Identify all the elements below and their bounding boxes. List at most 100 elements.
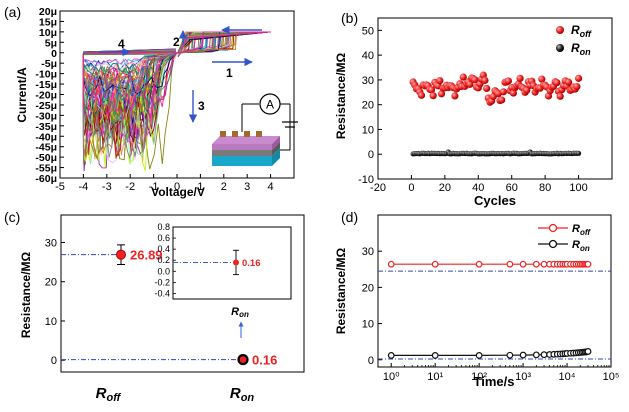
iv-curve [82, 52, 178, 96]
plot-frame-c [60, 214, 305, 373]
y-tick-label-inset: 0.6 [157, 233, 170, 243]
series-point-d [540, 260, 548, 268]
y-tick-label-a: -55μ [35, 163, 57, 175]
y-tick-label-b: -10 [358, 174, 374, 186]
y-tick-label-inset: 0.4 [157, 244, 170, 254]
legend-label-ron-d: Ron [572, 239, 590, 253]
x-tick-label-a: 0 [174, 181, 180, 193]
y-tick-label-a: -25μ [35, 100, 57, 112]
x-tick-label-a: 4 [268, 181, 274, 193]
sweep-step-4: 4 [118, 37, 125, 51]
series-point-d [506, 260, 514, 268]
x-tick-label-d: 10⁰ [383, 371, 400, 383]
roff-point [564, 78, 573, 86]
x-tick-label-a: -5 [55, 181, 65, 193]
series-point-d [431, 260, 439, 268]
x-tick-label-b: 100 [569, 182, 587, 194]
ticks-b: -20 0 20 40 60 80 100 -10 0 10 20 30 40 50 [358, 25, 588, 194]
panel-label-b: (b) [341, 10, 358, 26]
x-tick-label-a: -3 [102, 181, 112, 193]
y-tick-label-d: 20 [362, 282, 374, 294]
panel-a: (a) -5 -4 -3 -2 -1 0 1 2 3 4-60μ-55μ-50μ-45μ-40μ-… [4, 4, 298, 199]
x-tick-label-b: 80 [539, 182, 551, 194]
y-tick-label-a: 20μ [39, 6, 57, 18]
x-tick-label-b: 40 [472, 182, 484, 194]
y-tick-label-a: -35μ [35, 121, 57, 133]
y-tick-label-c: 20 [45, 277, 57, 289]
inset-frame [172, 226, 292, 300]
iv-curve [82, 52, 178, 156]
y-axis-label-c: Resistance/MΩ [19, 251, 33, 338]
series-point-d [540, 351, 548, 359]
y-tick-label-d: 10 [362, 319, 374, 331]
sweep-step-2: 2 [173, 35, 180, 49]
legend-marker-ron [556, 44, 564, 52]
y-axis-label-b: Resistance/MΩ [334, 52, 348, 139]
y-tick-label-b: 50 [362, 25, 374, 37]
series-point-d [475, 352, 483, 359]
series-point-d [506, 351, 514, 359]
x-tick-label-b: 20 [439, 182, 451, 194]
roff-point [498, 96, 506, 104]
y-tick-label-a: -40μ [35, 131, 57, 143]
roff-point [471, 76, 479, 84]
y-tick-label-a: -30μ [35, 110, 57, 122]
y-tick-label-a: 15μ [39, 16, 57, 28]
y-tick-label-c: 30 [45, 237, 57, 249]
y-tick-label-a: -60μ [35, 173, 57, 185]
legend-label-ron: Ron [571, 41, 591, 57]
value-label-c: 0.16 [252, 353, 277, 368]
series-point-d [475, 260, 483, 268]
iv-curve [82, 52, 178, 94]
roff-point [499, 88, 507, 96]
main-plot-c: 0 10 20 30 26.89 0.16 [45, 237, 278, 367]
panel-label-c: (c) [4, 209, 20, 225]
x-axis-label-b: Cycles [474, 193, 516, 208]
legend-marker-ron-d [548, 239, 558, 249]
x-tick-label-b: 60 [506, 182, 518, 194]
y-tick-label-inset: -0.2 [154, 277, 170, 287]
y-tick-label-b: 30 [362, 75, 374, 87]
legend-label-roff-d: Roff [572, 223, 591, 237]
y-tick-label-a: -45μ [35, 142, 57, 154]
x-tick-label-d: 10¹ [427, 371, 443, 383]
y-tick-label-d: 0 [368, 355, 374, 367]
iv-curve [82, 52, 178, 76]
y-tick-label-b: 40 [362, 50, 374, 62]
roff-point [483, 84, 491, 93]
value-point-c [116, 249, 126, 260]
legend-marker-roff [556, 26, 564, 34]
x-tick-label-b: -20 [370, 182, 386, 194]
roff-point [437, 90, 446, 98]
main-plot-d: 10⁰ 10¹ 10² 10³ 10⁴ 10⁵ 0 10 20 30 [362, 246, 620, 383]
y-tick-label-inset: -0.4 [154, 288, 170, 298]
y-tick-label-d: 30 [362, 246, 374, 258]
y-tick-label-a: -15μ [35, 79, 57, 91]
category-label-roff: Roff [96, 385, 122, 404]
series-point-d [584, 260, 592, 268]
roff-point [427, 86, 436, 94]
x-tick-label-a: -1 [149, 181, 159, 193]
panel-label-d: (d) [341, 209, 358, 225]
roff-point [574, 74, 583, 82]
y-tick-label-a: -5μ [41, 58, 57, 70]
roff-point [509, 89, 517, 97]
iv-curve [82, 52, 178, 131]
y-tick-label-a: -20μ [35, 90, 57, 102]
x-tick-label-d: 10² [471, 371, 487, 383]
roff-point [417, 91, 426, 99]
roff-point [481, 76, 489, 84]
series-point-d [519, 260, 527, 268]
roff-point [553, 79, 561, 87]
x-tick-label-a: 1 [197, 181, 203, 193]
y-tick-label-a: 10μ [39, 27, 57, 39]
points-b [409, 71, 583, 157]
legend-b: Roff Ron [556, 23, 592, 57]
x-tick-label-d: 10⁴ [559, 371, 576, 383]
x-tick-label-a: 3 [244, 181, 250, 193]
y-tick-label-a: -10μ [35, 69, 57, 81]
roff-point [556, 92, 564, 100]
x-tick-label-a: -4 [79, 181, 89, 193]
y-tick-label-b: 0 [368, 149, 374, 161]
